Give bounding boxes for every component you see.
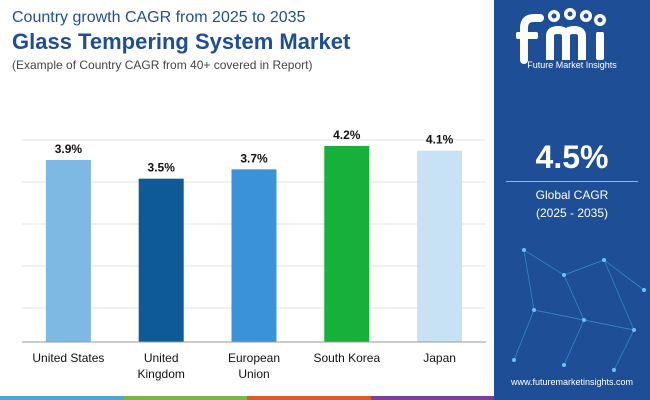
bar xyxy=(324,146,370,342)
chart-subtitle: Country growth CAGR from 2025 to 2035 xyxy=(12,9,306,26)
category-label: Kingdom xyxy=(138,367,185,381)
divider xyxy=(506,181,638,182)
global-cagr-value: 4.5% xyxy=(535,139,609,175)
category-label: Union xyxy=(238,367,269,381)
stripe-segment-1 xyxy=(0,396,124,400)
category-label: South Korea xyxy=(313,351,380,365)
header: Country growth CAGR from 2025 to 2035 Gl… xyxy=(12,8,492,74)
bar xyxy=(138,178,184,342)
side-panel: Future Market Insights 4.5% Global CAGR … xyxy=(494,0,650,400)
global-cagr-label: Global CAGR xyxy=(535,188,609,202)
chart-note: (Example of Country CAGR from 40+ covere… xyxy=(12,58,313,72)
global-cagr-range: (2025 - 2035) xyxy=(535,206,609,220)
bar-value-label: 3.5% xyxy=(148,161,176,175)
fmi-logo xyxy=(516,8,606,64)
stripe-segment-4 xyxy=(370,396,494,400)
bar xyxy=(45,160,91,342)
category-label: United xyxy=(144,351,179,365)
category-label: European xyxy=(228,351,280,365)
footer-stripe xyxy=(0,396,494,400)
stripe-segment-3 xyxy=(247,396,371,400)
bar-value-label: 4.2% xyxy=(333,128,361,142)
category-label: United States xyxy=(32,351,104,365)
network-decoration xyxy=(512,248,646,372)
bar xyxy=(231,169,277,342)
bar-value-label: 3.9% xyxy=(55,142,83,156)
chart-title: Glass Tempering System Market xyxy=(12,29,351,54)
bar-chart: 3.9% United States 3.5% United Kingdom 3.7% Eu… xyxy=(22,128,486,381)
logo-text: Future Market Insights xyxy=(527,60,617,70)
bar-value-label: 3.7% xyxy=(240,151,268,165)
bar-value-label: 4.1% xyxy=(426,133,454,147)
website-url: www.futuremarketinsights.com xyxy=(510,377,634,387)
bar xyxy=(417,150,463,342)
stripe-segment-2 xyxy=(123,396,247,400)
category-label: Japan xyxy=(423,351,456,365)
